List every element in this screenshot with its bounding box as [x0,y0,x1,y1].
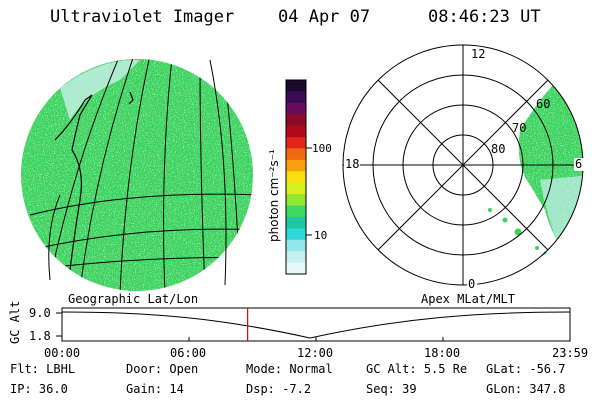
colorbar-frame [285,79,307,275]
timeline-ytick-9: 9.0 [29,306,51,320]
info-glat: GLat: -56.7 [486,362,566,376]
instrument-title: Ultraviolet Imager [50,7,235,27]
colorbar-stripe [286,228,306,241]
auroral-dot [488,208,492,212]
coastline-island [128,91,134,105]
timeline-xtick-0000: 00:00 [44,346,80,360]
mlt-label-18: 18 [345,157,359,171]
info-flt: Flt: LBHL [10,362,76,376]
info-door: Door: Open [126,362,199,376]
timeline-ticks [56,312,571,341]
info-gc-alt: GC Alt: 5.5 Re [366,362,468,376]
colorbar-stripe [286,148,306,161]
auroral-dot [514,228,522,236]
polar-dots [488,208,547,255]
mlt-label-6: 6 [575,157,582,171]
grid-outer-line-2 [48,194,61,281]
altitude-timeline: GC Alt 9.0 1.8 00:00 06:00 12:00 18:00 2… [8,301,588,360]
mlt-label-12: 12 [471,47,485,61]
timeline-xtick-1800: 18:00 [424,346,460,360]
timeline-xtick-1200: 12:00 [297,346,333,360]
mlat-label-80: 80 [491,142,505,156]
timeline-frame [61,307,571,342]
geographic-globe [21,59,253,291]
colorbar-stripe [286,125,306,138]
timeline-xtick-2359: 23:59 [552,346,588,360]
date-label: 04 Apr 07 [278,7,371,27]
colorbar-unit-label: photon cm⁻²s⁻¹ [267,149,281,242]
colorbar-stripe [286,216,306,229]
altitude-curve [61,311,571,339]
grid-outer-line [209,59,227,286]
colorbar-stripe [286,159,306,172]
colorbar-stripe [286,137,306,149]
limb-haze [60,59,140,120]
mlat-label-60: 60 [536,97,550,111]
time-label: 08:46:23 UT [428,7,541,27]
globe-speckle [21,59,253,291]
mlt-label-0: 0 [468,277,475,291]
colorbar-stripe [286,205,306,218]
info-ip: IP: 36.0 [10,382,68,396]
colorbar-stripe [286,239,306,252]
timeline-y-label: GC Alt [8,301,22,344]
colorbar-stripe [286,194,306,207]
right-panel-caption: Apex MLat/MLT [421,292,515,306]
info-seq: Seq: 39 [366,382,417,396]
colorbar-stripe [286,251,306,264]
info-gain: Gain: 14 [126,382,184,396]
colorbar: 100 10 photon cm⁻²s⁻¹ [267,79,332,275]
colorbar-stripe [286,171,306,184]
left-panel-caption: Geographic Lat/Lon [68,292,198,306]
timeline-ytick-1-8: 1.8 [29,329,51,343]
colorbar-stripe [286,91,306,104]
colorbar-stripes [286,80,306,275]
colorbar-stripe [286,182,306,195]
colorbar-stripe [286,114,306,127]
timeline-xtick-0600: 06:00 [170,346,206,360]
info-glon: GLon: 347.8 [486,382,566,396]
colorbar-stripe [286,262,306,275]
info-dsp: Dsp: -7.2 [246,382,312,396]
colorbar-label-100: 100 [312,142,332,155]
polar-plot: 12 18 6 0 60 70 80 [342,44,584,291]
coastline [54,94,93,271]
colorbar-label-10: 10 [314,229,327,242]
colorbar-stripe [286,80,306,92]
auroral-dot [502,217,508,223]
mlat-label-70: 70 [512,121,526,135]
polar-diagonal-2 [377,79,549,251]
colorbar-stripe [286,102,306,115]
info-mode: Mode: Normal [246,362,333,376]
auroral-dot [535,246,539,250]
